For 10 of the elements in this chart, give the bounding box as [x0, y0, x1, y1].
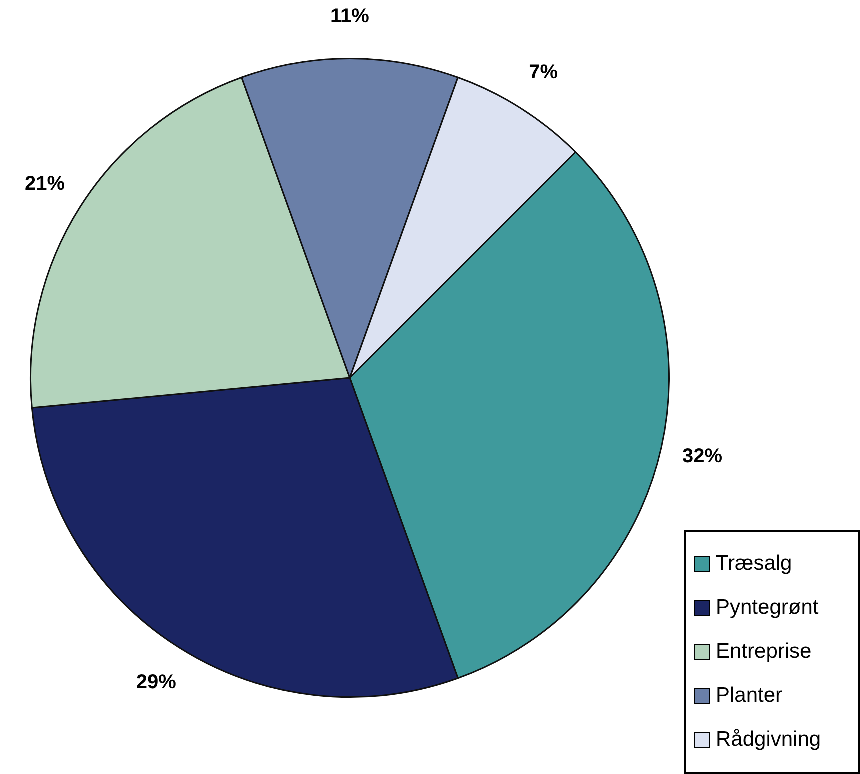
data-label: 32% — [682, 445, 723, 468]
data-label: 29% — [136, 672, 177, 694]
legend-label: Pyntegrønt — [716, 596, 819, 620]
data-label: 7% — [529, 62, 558, 84]
legend-label: Planter — [716, 684, 783, 708]
legend-label: Entreprise — [716, 640, 812, 664]
legend-label: Rådgivning — [716, 728, 822, 752]
data-label: 11% — [330, 5, 370, 28]
data-label: 21% — [24, 172, 66, 195]
legend-label: Træsalg — [716, 552, 792, 576]
